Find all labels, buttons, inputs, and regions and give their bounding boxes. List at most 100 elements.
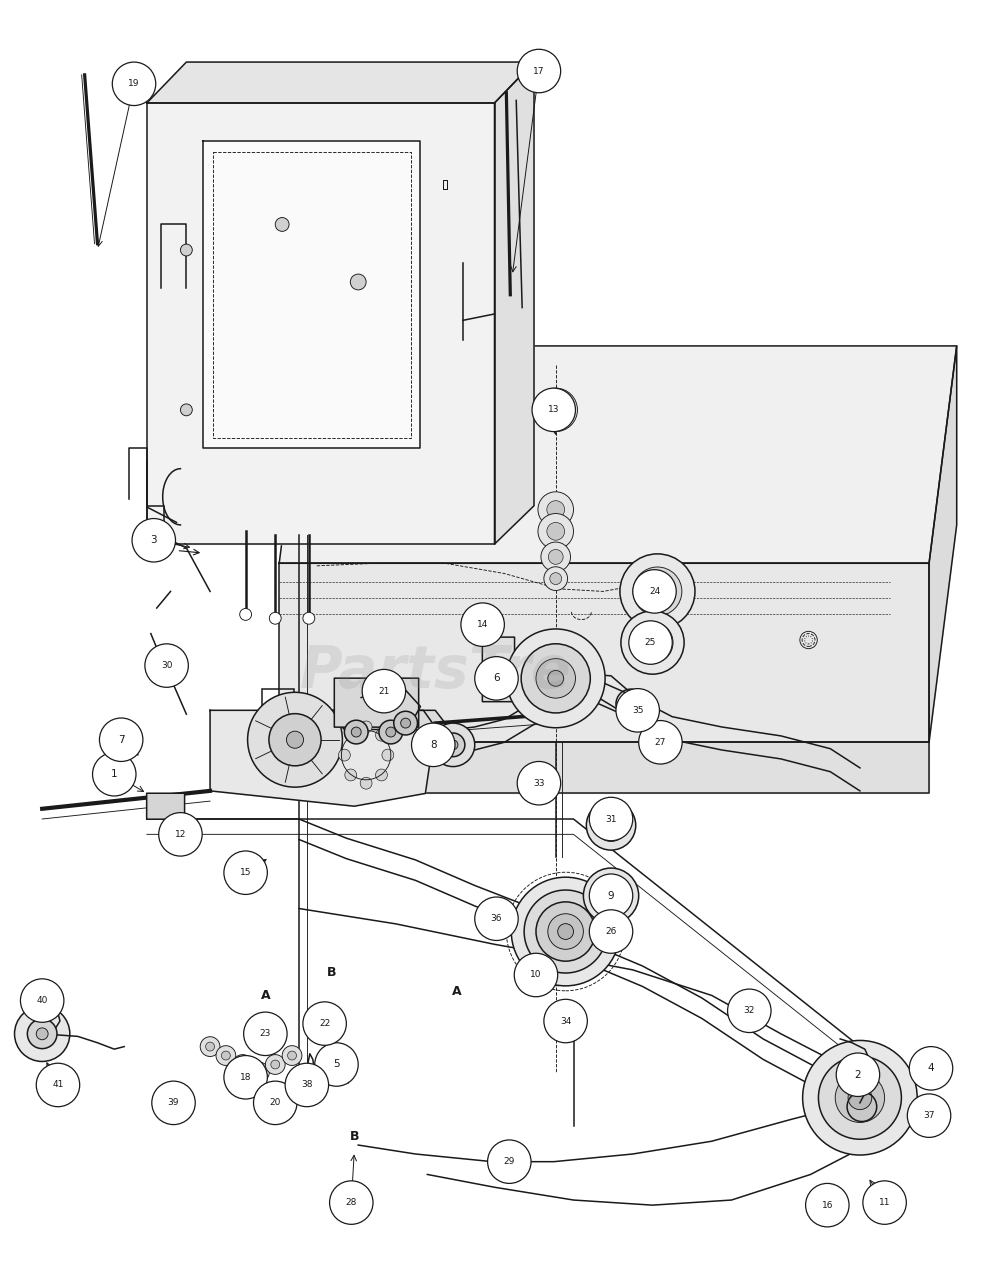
Text: 34: 34: [560, 1016, 572, 1025]
Circle shape: [532, 388, 576, 431]
Circle shape: [558, 924, 574, 940]
Circle shape: [548, 549, 563, 564]
Circle shape: [275, 218, 289, 232]
Text: 40: 40: [37, 996, 47, 1005]
Circle shape: [584, 868, 639, 923]
Text: B: B: [349, 1130, 359, 1143]
Text: 19: 19: [129, 79, 139, 88]
Circle shape: [541, 541, 571, 572]
Text: 20: 20: [270, 1098, 281, 1107]
Circle shape: [180, 404, 192, 416]
Text: 41: 41: [52, 1080, 63, 1089]
Text: 7: 7: [118, 735, 125, 745]
Circle shape: [386, 727, 396, 737]
Circle shape: [632, 622, 674, 663]
Circle shape: [548, 914, 584, 950]
Circle shape: [441, 733, 465, 756]
Circle shape: [303, 612, 315, 625]
FancyBboxPatch shape: [483, 637, 514, 701]
Circle shape: [350, 274, 366, 289]
Circle shape: [133, 518, 175, 562]
Polygon shape: [279, 742, 929, 794]
Circle shape: [158, 813, 202, 856]
Circle shape: [547, 522, 565, 540]
Circle shape: [524, 890, 607, 973]
Circle shape: [216, 1046, 235, 1065]
Circle shape: [151, 1082, 195, 1125]
Text: 18: 18: [240, 1073, 251, 1082]
Text: 31: 31: [605, 814, 617, 823]
Circle shape: [544, 1000, 587, 1043]
Circle shape: [113, 61, 155, 105]
Polygon shape: [279, 346, 956, 563]
Circle shape: [271, 1060, 280, 1069]
Text: 38: 38: [301, 1080, 313, 1089]
Text: 11: 11: [879, 1198, 890, 1207]
Text: 30: 30: [161, 660, 172, 669]
Circle shape: [643, 634, 662, 652]
Circle shape: [376, 769, 388, 781]
Circle shape: [514, 954, 558, 997]
Circle shape: [338, 749, 350, 762]
Circle shape: [806, 1184, 849, 1228]
Text: 27: 27: [655, 737, 667, 746]
Circle shape: [329, 1181, 373, 1225]
Text: A: A: [452, 986, 462, 998]
Circle shape: [394, 712, 417, 735]
Text: 5: 5: [333, 1060, 340, 1070]
Circle shape: [100, 718, 142, 762]
Circle shape: [344, 721, 368, 744]
Circle shape: [373, 684, 389, 699]
Circle shape: [475, 897, 518, 941]
Circle shape: [538, 513, 574, 549]
Circle shape: [488, 1140, 531, 1184]
Circle shape: [448, 740, 458, 750]
Text: 14: 14: [477, 620, 489, 630]
Circle shape: [360, 721, 372, 733]
FancyBboxPatch shape: [334, 678, 418, 727]
Circle shape: [253, 1082, 297, 1125]
Circle shape: [180, 244, 192, 256]
Circle shape: [621, 611, 684, 675]
Text: 37: 37: [924, 1111, 935, 1120]
Circle shape: [633, 567, 681, 616]
Circle shape: [265, 1055, 285, 1074]
Circle shape: [517, 50, 561, 92]
Text: 23: 23: [260, 1029, 271, 1038]
Circle shape: [633, 570, 676, 613]
Circle shape: [379, 721, 403, 744]
Circle shape: [232, 1055, 252, 1074]
Text: 22: 22: [319, 1019, 330, 1028]
Circle shape: [222, 1051, 230, 1060]
FancyBboxPatch shape: [524, 966, 559, 986]
Text: 36: 36: [491, 914, 502, 923]
Circle shape: [269, 612, 281, 625]
Text: 16: 16: [822, 1201, 833, 1210]
Text: 10: 10: [530, 970, 542, 979]
Text: 26: 26: [605, 927, 617, 936]
Circle shape: [544, 567, 568, 590]
Text: 28: 28: [345, 1198, 357, 1207]
Circle shape: [376, 730, 388, 741]
Circle shape: [362, 669, 405, 713]
Text: 6: 6: [494, 673, 499, 684]
Polygon shape: [494, 61, 534, 544]
Circle shape: [200, 1037, 220, 1056]
Circle shape: [862, 1181, 906, 1225]
Circle shape: [21, 979, 64, 1023]
Circle shape: [93, 753, 136, 796]
Circle shape: [28, 1019, 57, 1048]
Text: 12: 12: [175, 829, 186, 838]
Circle shape: [837, 1053, 879, 1097]
Text: B: B: [326, 966, 336, 979]
Circle shape: [548, 671, 564, 686]
Circle shape: [629, 621, 673, 664]
Circle shape: [363, 673, 399, 709]
Circle shape: [589, 874, 633, 918]
Circle shape: [593, 878, 629, 914]
Text: 4: 4: [928, 1064, 935, 1074]
Text: 33: 33: [533, 778, 545, 787]
Circle shape: [224, 851, 267, 895]
Circle shape: [249, 1062, 269, 1082]
Circle shape: [285, 1064, 328, 1107]
